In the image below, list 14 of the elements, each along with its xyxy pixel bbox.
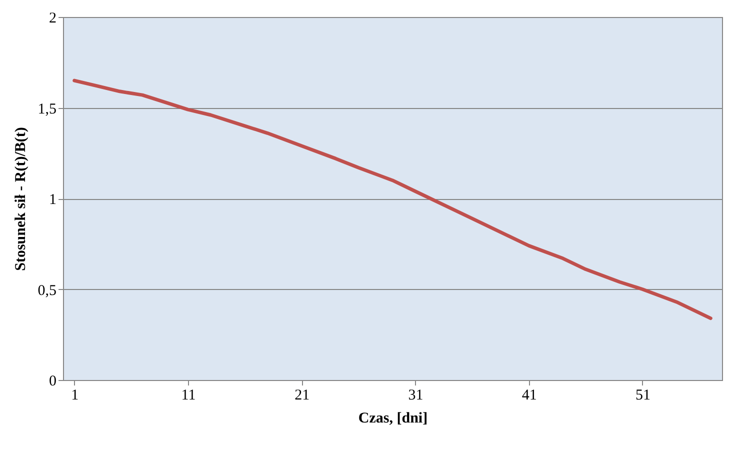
y-tick-label: 2 xyxy=(49,10,56,26)
x-tick-label: 51 xyxy=(635,388,650,404)
x-tick-label: 1 xyxy=(71,388,79,404)
y-tick-label: 1 xyxy=(49,192,56,208)
y-tick-label: 0 xyxy=(49,374,56,390)
y-tick-label: 1,5 xyxy=(38,101,56,118)
x-tick-label: 41 xyxy=(522,388,537,404)
x-tick-label: 11 xyxy=(181,388,196,404)
x-tick-label: 31 xyxy=(408,388,424,404)
y-tick-label: 0,5 xyxy=(38,282,56,299)
x-axis-title: Czas, [dni] xyxy=(358,410,428,426)
x-tick-label: 21 xyxy=(294,388,310,404)
line-series xyxy=(72,78,712,320)
y-axis-title: Stosunek sił - R(t)/B(t) xyxy=(12,127,29,271)
